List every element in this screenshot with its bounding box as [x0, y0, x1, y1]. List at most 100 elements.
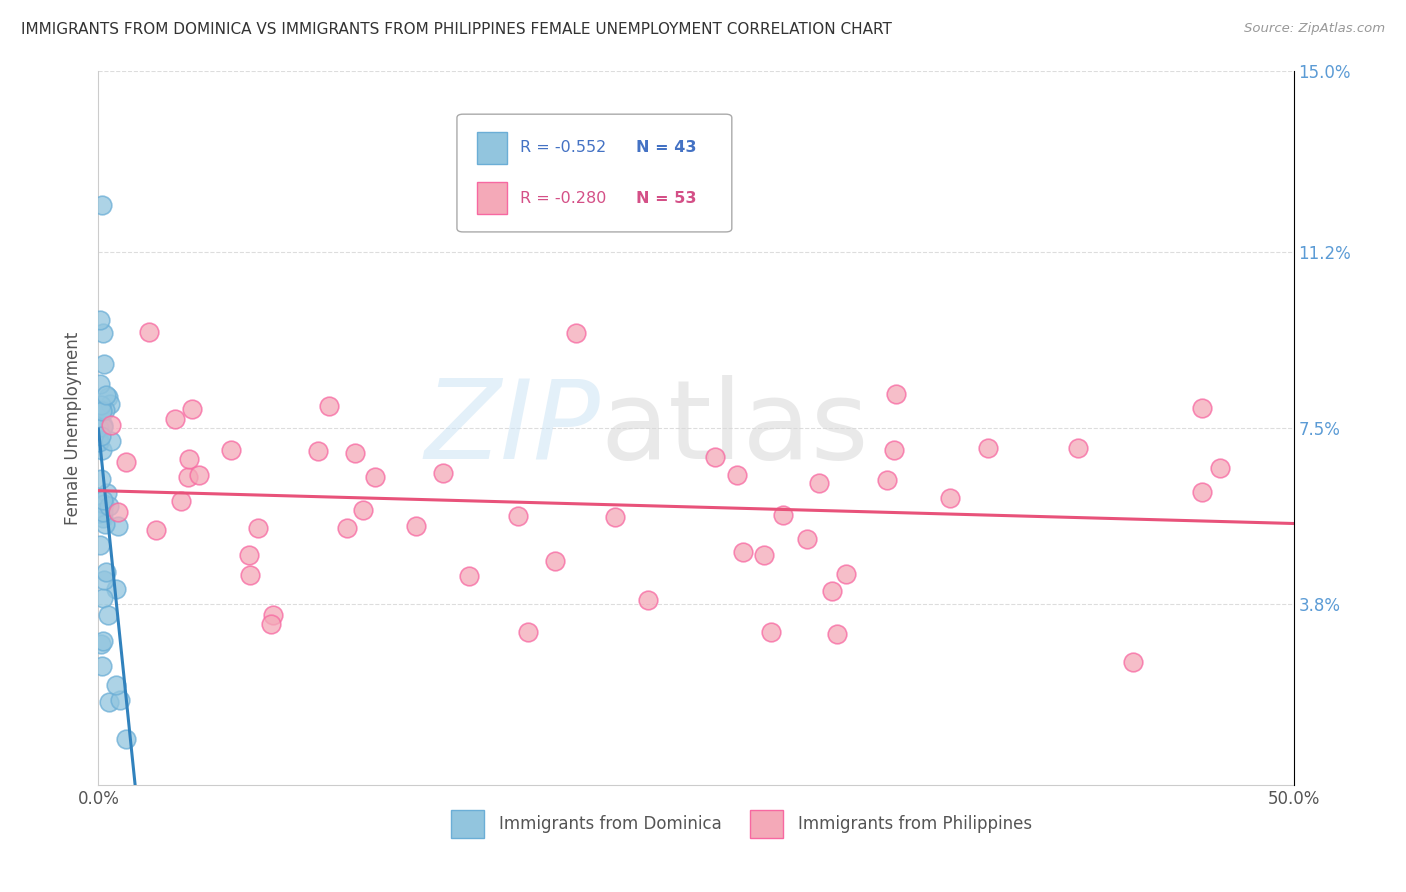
Point	[96, 566, 118, 580]
Point	[91, 505, 114, 519]
Point	[1122, 656, 1144, 670]
Point	[93, 402, 115, 417]
Point	[516, 625, 538, 640]
Point	[565, 326, 588, 340]
Point	[89, 376, 111, 391]
FancyBboxPatch shape	[749, 810, 783, 838]
Point	[89, 538, 111, 552]
Text: ZIP: ZIP	[425, 375, 600, 482]
Text: Source: ZipAtlas.com: Source: ZipAtlas.com	[1244, 22, 1385, 36]
Point	[458, 569, 481, 583]
Text: R = -0.552: R = -0.552	[520, 140, 606, 155]
Point	[90, 658, 112, 673]
Point	[352, 503, 374, 517]
Point	[107, 519, 129, 533]
Point	[90, 398, 112, 412]
Point	[731, 545, 754, 559]
Point	[87, 420, 110, 434]
Point	[91, 197, 114, 211]
Point	[97, 608, 120, 623]
Point	[91, 419, 114, 434]
Point	[247, 521, 270, 535]
Point	[506, 509, 529, 524]
Point	[177, 451, 200, 466]
FancyBboxPatch shape	[477, 132, 508, 164]
Point	[90, 472, 112, 486]
Point	[181, 402, 204, 417]
Point	[883, 443, 905, 458]
Point	[94, 516, 117, 531]
Point	[87, 506, 110, 520]
Point	[821, 583, 844, 598]
Point	[90, 637, 112, 651]
Text: N = 53: N = 53	[636, 191, 697, 206]
Point	[219, 443, 242, 458]
Point	[239, 568, 262, 582]
Text: Immigrants from Philippines: Immigrants from Philippines	[797, 815, 1032, 833]
FancyBboxPatch shape	[457, 114, 733, 232]
Point	[754, 548, 776, 562]
Point	[90, 442, 112, 457]
Point	[761, 624, 783, 639]
Text: R = -0.280: R = -0.280	[520, 191, 606, 206]
Point	[176, 470, 198, 484]
FancyBboxPatch shape	[451, 810, 485, 838]
Point	[796, 532, 818, 546]
Point	[977, 441, 1000, 455]
Point	[100, 418, 122, 433]
Point	[89, 434, 111, 449]
Point	[260, 616, 283, 631]
Point	[97, 499, 120, 513]
Point	[93, 418, 115, 433]
Point	[114, 731, 136, 746]
Point	[808, 475, 831, 490]
Point	[835, 566, 858, 581]
Point	[1191, 484, 1213, 499]
Y-axis label: Female Unemployment: Female Unemployment	[65, 332, 83, 524]
Point	[90, 403, 112, 417]
Point	[145, 524, 167, 538]
Text: IMMIGRANTS FROM DOMINICA VS IMMIGRANTS FROM PHILIPPINES FEMALE UNEMPLOYMENT CORR: IMMIGRANTS FROM DOMINICA VS IMMIGRANTS F…	[21, 22, 891, 37]
Point	[104, 582, 127, 596]
Point	[772, 508, 794, 522]
Point	[939, 491, 962, 505]
Point	[262, 607, 284, 622]
Point	[94, 388, 117, 402]
Point	[307, 444, 329, 458]
Point	[98, 397, 121, 411]
Point	[97, 390, 120, 404]
Point	[107, 505, 129, 519]
Point	[93, 357, 115, 371]
Text: atlas: atlas	[600, 375, 869, 482]
Point	[405, 519, 427, 533]
Point	[544, 553, 567, 567]
Point	[104, 678, 127, 692]
Point	[725, 467, 748, 482]
Point	[87, 434, 110, 448]
Point	[344, 446, 367, 460]
Point	[1191, 401, 1213, 415]
Point	[187, 468, 209, 483]
Point	[364, 470, 387, 484]
Point	[163, 412, 186, 426]
Point	[90, 404, 112, 418]
Point	[93, 326, 115, 340]
Point	[89, 312, 111, 326]
Point	[96, 486, 118, 500]
Point	[318, 400, 340, 414]
Point	[876, 473, 898, 487]
Text: N = 43: N = 43	[636, 140, 697, 155]
Point	[91, 591, 114, 605]
Point	[115, 455, 138, 469]
Point	[93, 573, 115, 587]
Point	[703, 450, 725, 465]
Point	[108, 693, 131, 707]
Point	[336, 521, 359, 535]
Point	[100, 434, 122, 449]
Point	[1067, 441, 1090, 455]
FancyBboxPatch shape	[477, 182, 508, 214]
Point	[432, 466, 454, 480]
Text: Immigrants from Dominica: Immigrants from Dominica	[499, 815, 721, 833]
Point	[884, 387, 907, 401]
Point	[825, 627, 848, 641]
